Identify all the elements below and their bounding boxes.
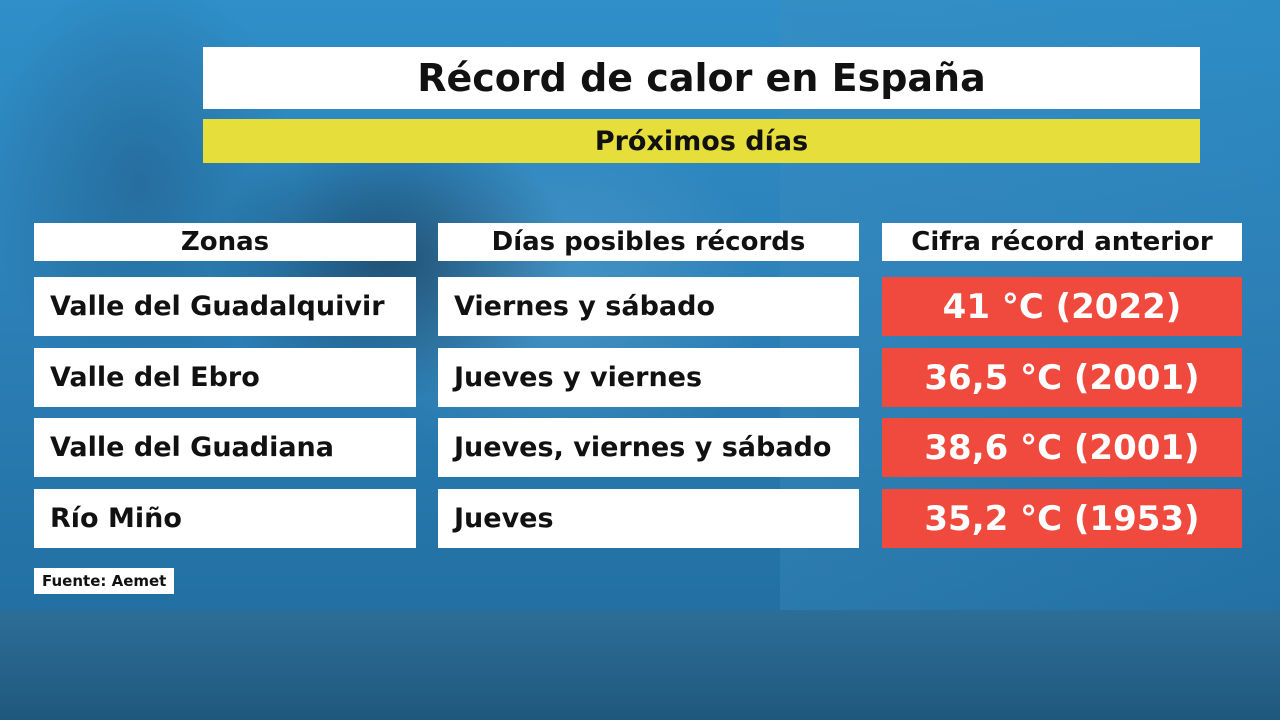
page-title: Récord de calor en España xyxy=(417,56,986,100)
header-zonas: Zonas xyxy=(34,223,416,261)
subtitle-banner: Próximos días xyxy=(203,119,1200,163)
table-row-record: 41 °C (2022) xyxy=(882,277,1242,336)
table-row-dias: Jueves y viernes xyxy=(438,348,859,407)
table-row-dias: Jueves xyxy=(438,489,859,548)
table-row-record: 35,2 °C (1953) xyxy=(882,489,1242,548)
header-dias: Días posibles récords xyxy=(438,223,859,261)
table-row-zona: Valle del Guadalquivir xyxy=(34,277,416,336)
table-row-dias: Jueves, viernes y sábado xyxy=(438,418,859,477)
page-subtitle: Próximos días xyxy=(594,125,809,157)
background-ledge xyxy=(0,610,1280,720)
table-row-zona: Valle del Ebro xyxy=(34,348,416,407)
table-row-dias: Viernes y sábado xyxy=(438,277,859,336)
table-row-record: 36,5 °C (2001) xyxy=(882,348,1242,407)
header-cifra: Cifra récord anterior xyxy=(882,223,1242,261)
table-row-zona: Río Miño xyxy=(34,489,416,548)
source-label: Fuente: Aemet xyxy=(34,568,175,594)
title-banner: Récord de calor en España xyxy=(203,47,1200,109)
table-row-record: 38,6 °C (2001) xyxy=(882,418,1242,477)
table-row-zona: Valle del Guadiana xyxy=(34,418,416,477)
